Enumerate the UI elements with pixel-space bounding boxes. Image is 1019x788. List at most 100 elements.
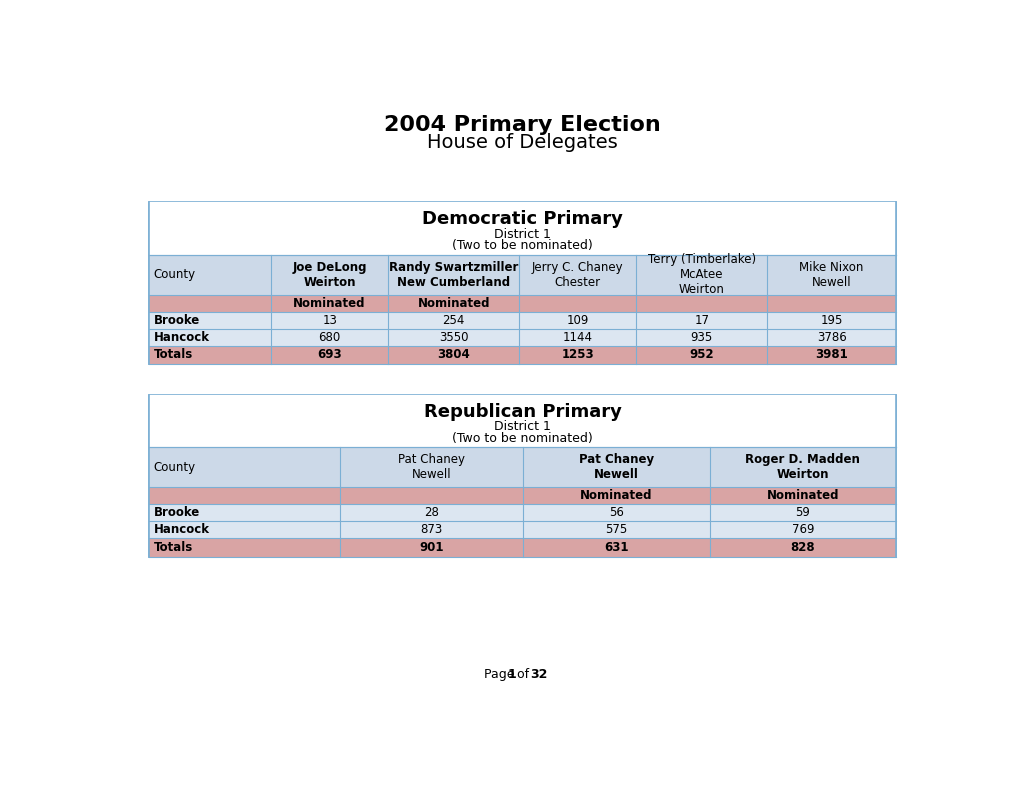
Bar (636, 255, 766, 295)
Bar (388, 329, 519, 346)
Text: Brooke: Brooke (154, 314, 200, 327)
Text: Hancock: Hancock (154, 523, 210, 536)
Bar (149, 504, 339, 521)
Bar (149, 487, 339, 504)
Text: 952: 952 (689, 348, 713, 362)
Bar (149, 448, 339, 487)
Text: County: County (154, 461, 196, 474)
Bar (149, 203, 896, 364)
Text: District 1: District 1 (494, 420, 550, 433)
Text: 575: 575 (604, 523, 627, 536)
Bar (709, 448, 896, 487)
Text: 693: 693 (317, 348, 341, 362)
Bar (636, 295, 766, 312)
Text: 2004 Primary Election: 2004 Primary Election (384, 114, 660, 135)
Text: 195: 195 (819, 314, 842, 327)
Bar (271, 329, 388, 346)
Text: 56: 56 (608, 506, 623, 519)
Text: County: County (154, 268, 196, 281)
Bar (522, 538, 709, 556)
Text: 631: 631 (603, 541, 628, 554)
Bar (519, 295, 636, 312)
Bar (149, 395, 896, 448)
Bar (388, 312, 519, 329)
Bar (388, 255, 519, 295)
Text: Nominated: Nominated (580, 489, 652, 502)
Bar (766, 329, 896, 346)
Text: of: of (513, 668, 533, 681)
Bar (149, 521, 339, 538)
Text: 1253: 1253 (560, 348, 593, 362)
Text: District 1: District 1 (494, 228, 550, 241)
Text: Joe DeLong
Weirton: Joe DeLong Weirton (292, 261, 367, 288)
Bar (339, 538, 523, 556)
Bar (519, 255, 636, 295)
Text: Totals: Totals (154, 541, 193, 554)
Text: Brooke: Brooke (154, 506, 200, 519)
Bar (709, 521, 896, 538)
Text: 1: 1 (507, 668, 517, 681)
Bar (149, 346, 271, 364)
Bar (149, 295, 271, 312)
Text: 1144: 1144 (562, 331, 592, 344)
Text: 59: 59 (795, 506, 809, 519)
Bar (388, 295, 519, 312)
Text: 901: 901 (419, 541, 443, 554)
Text: Mike Nixon
Newell: Mike Nixon Newell (799, 261, 863, 288)
Text: Nominated: Nominated (417, 297, 489, 310)
Bar (149, 203, 896, 255)
Text: Pat Chaney
Newell: Pat Chaney Newell (578, 453, 653, 481)
Bar (519, 346, 636, 364)
Bar (766, 255, 896, 295)
Bar (149, 312, 271, 329)
Bar (766, 346, 896, 364)
Bar (766, 295, 896, 312)
Text: Page: Page (484, 668, 518, 681)
Bar (766, 312, 896, 329)
Text: Democratic Primary: Democratic Primary (422, 210, 623, 228)
Bar (709, 504, 896, 521)
Bar (271, 312, 388, 329)
Bar (271, 295, 388, 312)
Text: Totals: Totals (154, 348, 193, 362)
Bar (271, 255, 388, 295)
Text: House of Delegates: House of Delegates (427, 133, 618, 152)
Text: 13: 13 (322, 314, 336, 327)
Bar (339, 487, 523, 504)
Text: 32: 32 (529, 668, 546, 681)
Bar (149, 329, 271, 346)
Text: 828: 828 (790, 541, 814, 554)
Bar (519, 329, 636, 346)
Text: Jerry C. Chaney
Chester: Jerry C. Chaney Chester (531, 261, 623, 288)
Text: 17: 17 (694, 314, 708, 327)
Text: Terry (Timberlake)
McAtee
Weirton: Terry (Timberlake) McAtee Weirton (647, 253, 755, 296)
Text: 680: 680 (318, 331, 340, 344)
Bar (149, 538, 339, 556)
Bar (149, 255, 271, 295)
Text: (Two to be nominated): (Two to be nominated) (452, 240, 592, 252)
Text: 28: 28 (423, 506, 438, 519)
Bar (388, 346, 519, 364)
Text: Hancock: Hancock (154, 331, 210, 344)
Text: 109: 109 (566, 314, 588, 327)
Bar (519, 312, 636, 329)
Bar (339, 504, 523, 521)
Text: Nominated: Nominated (766, 489, 839, 502)
Text: 3804: 3804 (437, 348, 470, 362)
Text: 935: 935 (690, 331, 712, 344)
Bar (709, 538, 896, 556)
Bar (522, 521, 709, 538)
Text: 3786: 3786 (816, 331, 846, 344)
Bar (149, 395, 896, 556)
Bar (271, 346, 388, 364)
Bar (636, 329, 766, 346)
Bar (522, 448, 709, 487)
Bar (709, 487, 896, 504)
Text: 3981: 3981 (814, 348, 847, 362)
Text: Roger D. Madden
Weirton: Roger D. Madden Weirton (745, 453, 859, 481)
Text: 3550: 3550 (438, 331, 468, 344)
Text: 769: 769 (791, 523, 813, 536)
Text: (Two to be nominated): (Two to be nominated) (452, 432, 592, 444)
Bar (522, 504, 709, 521)
Bar (339, 521, 523, 538)
